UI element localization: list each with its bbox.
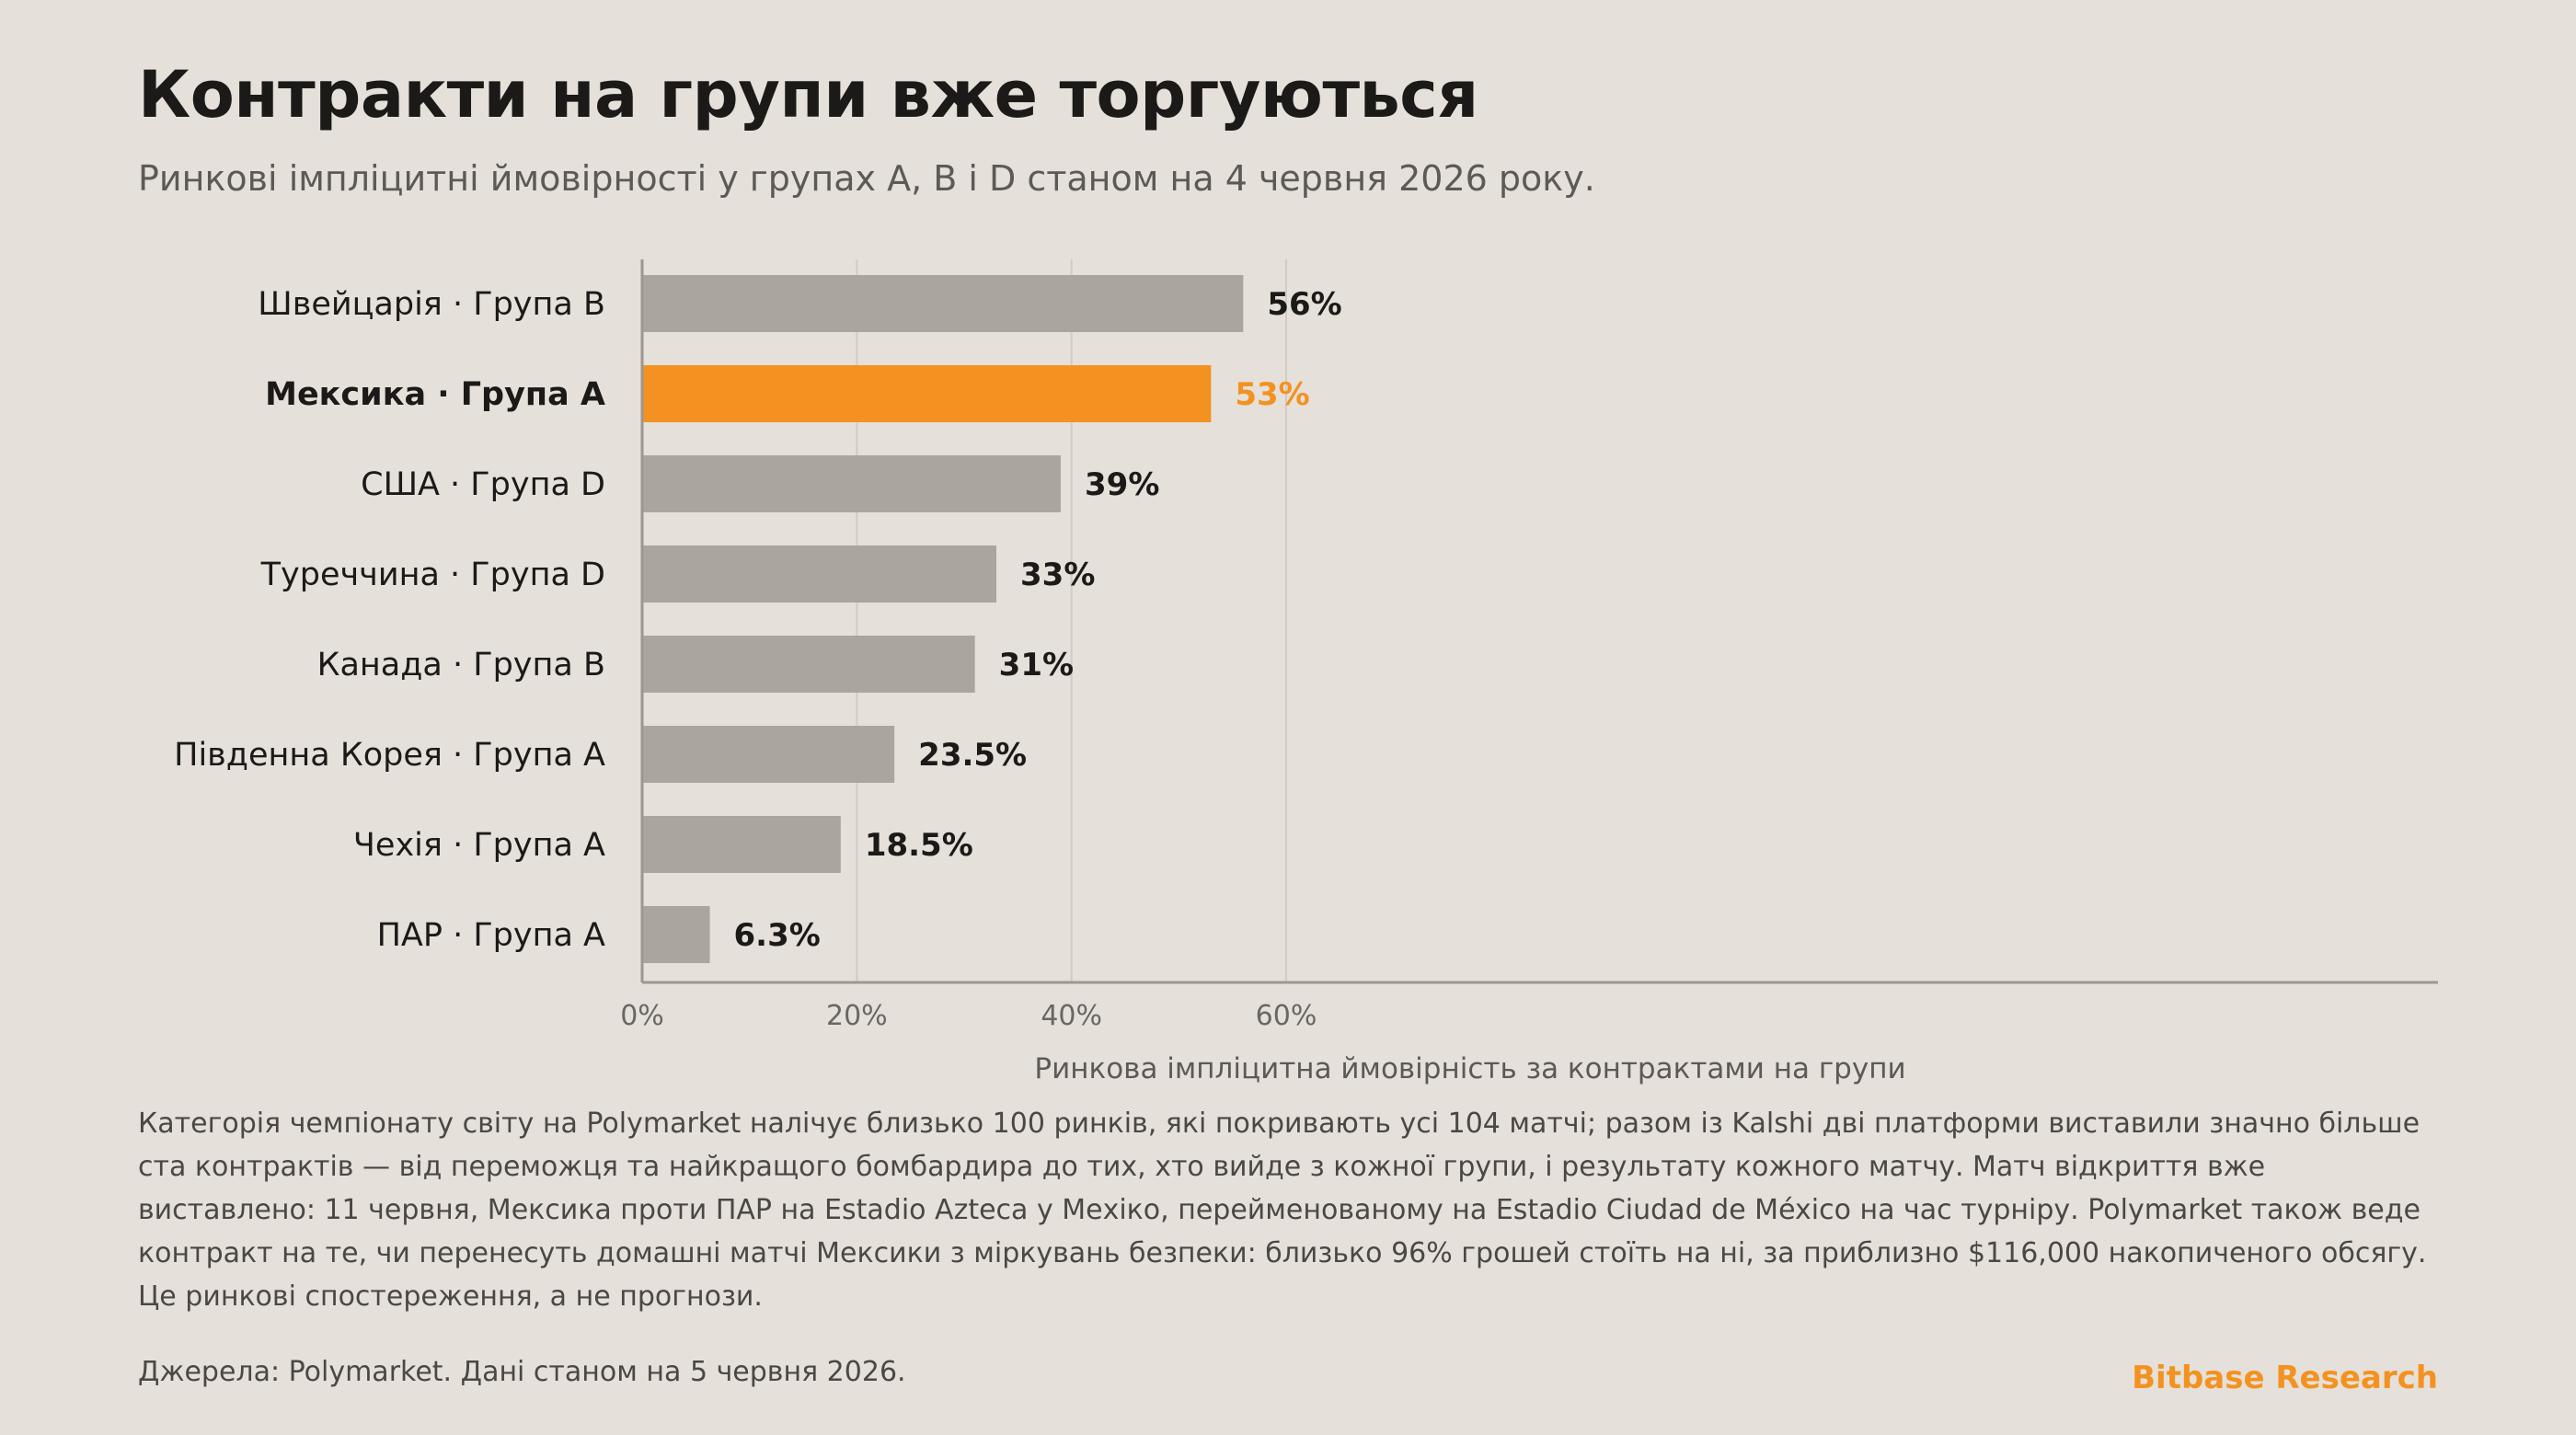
category-label: Мексика · Група A (265, 376, 605, 413)
category-label: Південна Корея · Група A (174, 737, 605, 774)
chart-subtitle: Ринкові імпліцитні ймовірності у групах … (138, 158, 1595, 199)
bar (642, 636, 975, 693)
value-label: 39% (1085, 466, 1159, 503)
bar (642, 275, 1244, 332)
bar (642, 455, 1061, 512)
bar (642, 545, 996, 603)
bars (642, 275, 1244, 963)
bar-chart: Швейцарія · Група B Мексика · Група A США … (174, 259, 2438, 1085)
category-label: Канада · Група B (317, 647, 605, 683)
category-labels: Швейцарія · Група B Мексика · Група A США … (174, 286, 605, 954)
bar (642, 365, 1212, 422)
x-axis-title: Ринкова імпліцитна ймовірність за контра… (1034, 1052, 1905, 1085)
x-tick-label: 60% (1256, 1000, 1317, 1032)
bar (642, 726, 895, 783)
value-label: 6.3% (734, 917, 821, 954)
axes: 0% 20% 40% 60% (620, 259, 2438, 1032)
x-tick-label: 0% (620, 1000, 664, 1032)
category-label: ПАР · Група A (377, 917, 605, 954)
category-label: Туреччина · Група D (260, 557, 605, 593)
category-label: Швейцарія · Група B (258, 286, 605, 323)
value-label: 31% (999, 647, 1074, 683)
x-tick-label: 20% (826, 1000, 888, 1032)
value-label: 23.5% (918, 737, 1027, 774)
category-label: Чехія · Група A (353, 827, 605, 864)
category-label: США · Група D (361, 466, 605, 503)
source-note: Джерела: Polymarket. Дані станом на 5 че… (138, 1356, 906, 1388)
value-label: 33% (1020, 557, 1095, 593)
bar (642, 906, 710, 963)
value-label: 18.5% (865, 827, 973, 864)
bar (642, 816, 841, 873)
x-tick-label: 40% (1041, 1000, 1102, 1032)
description-text: Категорія чемпіонату світу на Polymarket… (138, 1108, 2427, 1313)
brand-logo-text: Bitbase Research (2132, 1360, 2438, 1396)
value-labels: 56% 53% 39% 33% 31% 23.5% 18.5% 6.3% (734, 286, 1342, 954)
value-label: 53% (1235, 376, 1309, 413)
chart-title: Контракти на групи вже торгуються (138, 57, 1478, 132)
value-label: 56% (1267, 286, 1341, 323)
